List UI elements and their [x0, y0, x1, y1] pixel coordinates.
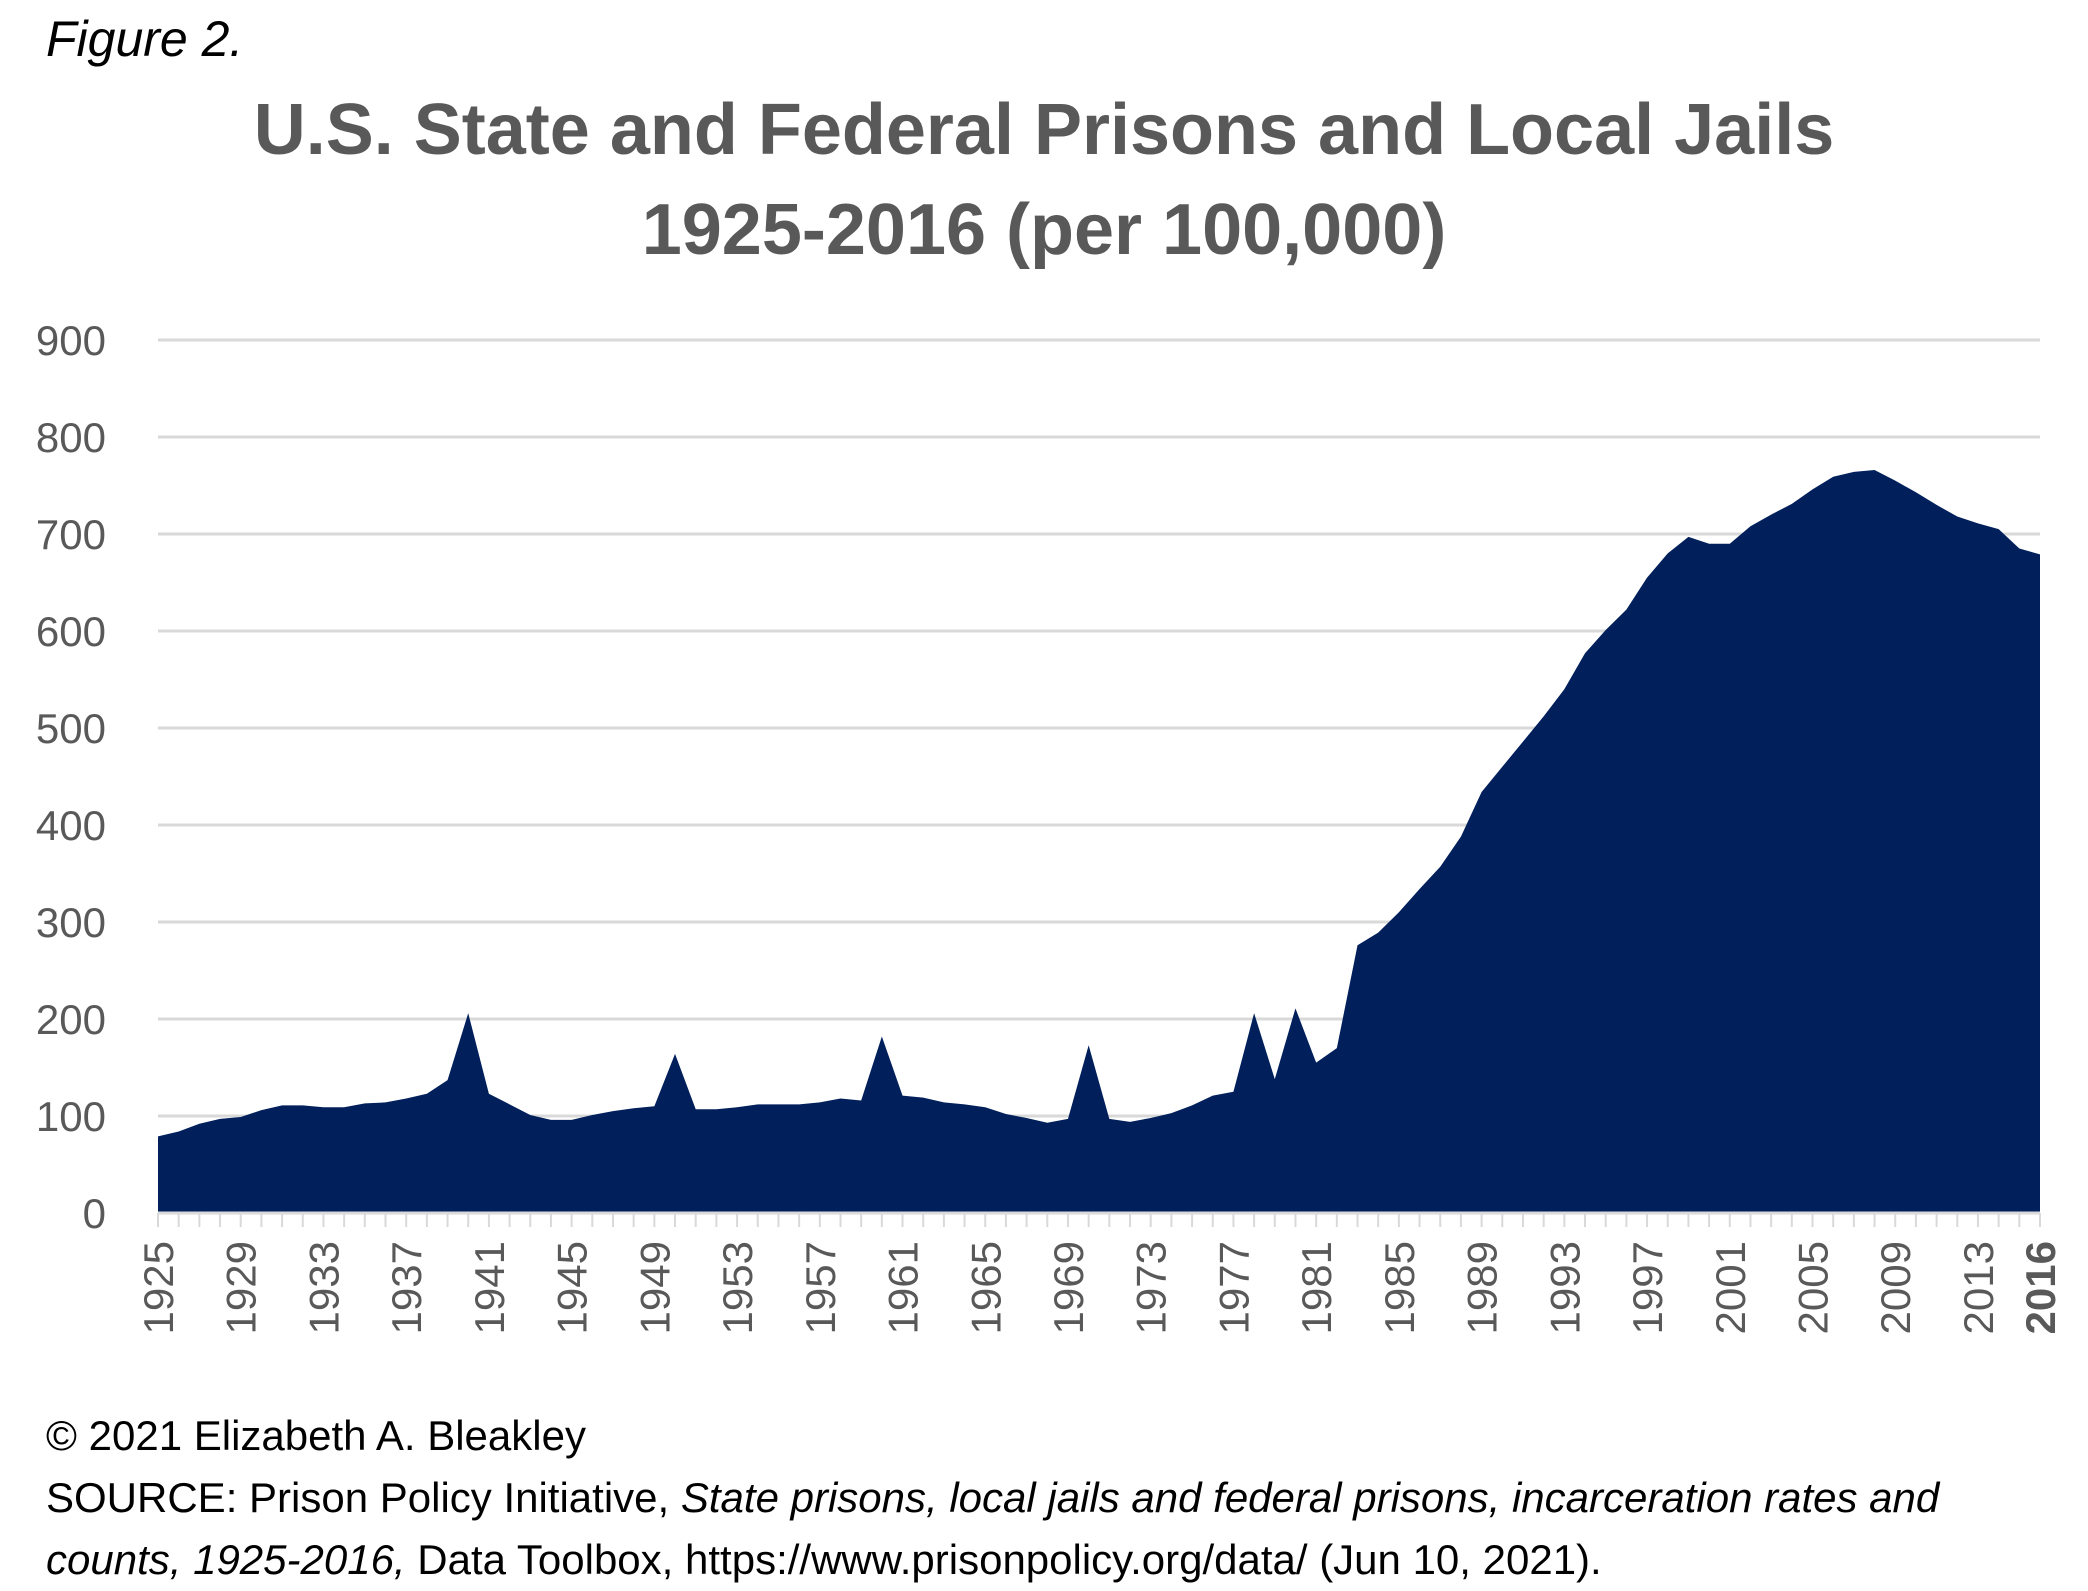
- x-tick-label: 1953: [714, 1241, 761, 1334]
- x-tick-labels: 1925 1929 1933 1937 1941 1945 1949 1953 1957 1961…: [135, 1241, 2064, 1334]
- y-tick-label: 400: [36, 802, 106, 849]
- y-tick-label: 600: [36, 608, 106, 655]
- x-tick-label: 1969: [1045, 1241, 1092, 1334]
- x-tick-label: 1925: [135, 1241, 182, 1334]
- x-tick-label: 1981: [1293, 1241, 1340, 1334]
- y-tick-label: 100: [36, 1093, 106, 1140]
- x-tick-label: 1945: [549, 1241, 596, 1334]
- x-tick-label: 2016: [2017, 1241, 2064, 1334]
- y-tick-label: 0: [83, 1190, 106, 1237]
- source-title: State prisons, local jails and federal p…: [46, 1474, 1940, 1583]
- figure-label: Figure 2.: [46, 11, 244, 67]
- chart-subtitle: 1925-2016 (per 100,000): [641, 190, 1447, 270]
- x-tick-label: 2001: [1707, 1241, 1754, 1334]
- y-tick-label: 900: [36, 317, 106, 364]
- x-tick-label: 1997: [1624, 1241, 1671, 1334]
- x-tick-label: 1977: [1210, 1241, 1257, 1334]
- x-tick-label: 1973: [1128, 1241, 1175, 1334]
- x-tick-label: 2013: [1955, 1241, 2002, 1334]
- x-tick-label: 1957: [797, 1241, 844, 1334]
- x-tick-label: 1941: [466, 1241, 513, 1334]
- area-chart: 0 100 200 300 400 500 600 700 800 900 1925 1929 193…: [36, 317, 2064, 1334]
- x-tick-label: 1985: [1376, 1241, 1423, 1334]
- source-suffix: Data Toolbox, https://www.prisonpolicy.o…: [405, 1536, 1602, 1583]
- area-series: [158, 469, 2040, 1214]
- source-prefix: SOURCE: Prison Policy Initiative,: [46, 1474, 681, 1521]
- y-tick-label: 300: [36, 899, 106, 946]
- x-tick-label: 1937: [383, 1241, 430, 1334]
- x-tick-label: 1961: [880, 1241, 927, 1334]
- source-text: SOURCE: Prison Policy Initiative, State …: [46, 1467, 2066, 1591]
- x-tick-label: 1989: [1459, 1241, 1506, 1334]
- copyright-text: © 2021 Elizabeth A. Bleakley: [46, 1412, 586, 1459]
- x-tick-label: 2009: [1872, 1241, 1919, 1334]
- y-tick-label: 200: [36, 996, 106, 1043]
- x-tick-label: 1929: [218, 1241, 265, 1334]
- chart-title-block: U.S. State and Federal Prisons and Local…: [0, 80, 2088, 280]
- caption: © 2021 Elizabeth A. Bleakley SOURCE: Pri…: [46, 1405, 2066, 1591]
- y-tick-label: 800: [36, 414, 106, 461]
- x-tick-label: 2005: [1790, 1241, 1837, 1334]
- x-tick-label: 1933: [301, 1241, 348, 1334]
- x-tick-label: 1993: [1541, 1241, 1588, 1334]
- x-tick-label: 1949: [631, 1241, 678, 1334]
- y-tick-labels: 0 100 200 300 400 500 600 700 800 900: [36, 317, 106, 1237]
- area-fill: [158, 469, 2040, 1214]
- x-tick-label: 1965: [962, 1241, 1009, 1334]
- x-axis: [157, 1211, 2041, 1227]
- y-tick-label: 700: [36, 511, 106, 558]
- y-tick-label: 500: [36, 705, 106, 752]
- chart-title: U.S. State and Federal Prisons and Local…: [253, 90, 1835, 170]
